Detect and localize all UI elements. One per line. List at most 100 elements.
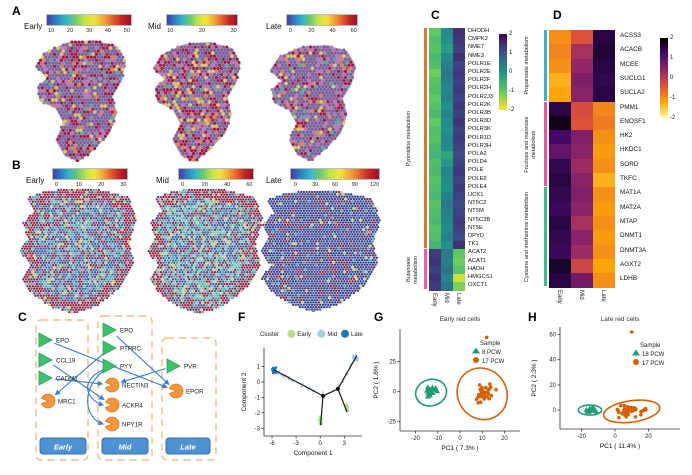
data-point (274, 371, 278, 375)
heatmap-cell (593, 273, 615, 288)
data-point (277, 372, 280, 375)
pathway-group-bar (544, 30, 547, 101)
heatmap-cell (571, 101, 593, 117)
y-tick-label: 0 (553, 408, 557, 414)
heatmap-cell (441, 208, 453, 218)
data-point (480, 389, 484, 394)
gene-label: POLR3D (468, 118, 492, 125)
heatmap-cell (453, 126, 465, 136)
ligand-node-epo (102, 322, 117, 338)
data-point (485, 390, 490, 395)
heatmap-cell (429, 282, 441, 291)
y-tick-label: 60 (549, 333, 556, 339)
pathway-group-label: Fructose and mannose metabolism (524, 116, 537, 173)
heatmap-cell (429, 249, 441, 259)
colorbar-tick: 0 (181, 182, 185, 188)
heatmap-cell (453, 192, 465, 201)
rainbow-colorbar (46, 14, 132, 26)
branch-point (335, 386, 340, 391)
legend-title: Cluster (260, 332, 279, 338)
heatmap-cell (571, 115, 593, 131)
heatmap-cell (441, 118, 453, 127)
gene-label: POLE4 (468, 183, 487, 190)
colorbar-tick: 20 (201, 182, 208, 188)
pathway-group-bar (424, 249, 427, 290)
cluster-ellipse (414, 378, 448, 407)
heatmap-cell (429, 77, 441, 86)
interaction-edge (87, 368, 107, 407)
heatmap-cell (593, 130, 615, 145)
colorbar-tick: 60 (246, 182, 253, 188)
chart-h: -20 0 20 60 40 20 0 PC1 ( 11.4% ) PC2 ( 2.3% ) La… (531, 316, 680, 450)
data-point (639, 413, 643, 417)
receptor-node-nectin3 (104, 377, 120, 393)
heatmap-cell (593, 44, 615, 60)
heatmap-cell (593, 115, 615, 131)
colorbar-tick: 20 (98, 182, 105, 188)
heatmap-cell (571, 58, 593, 74)
colorbar-tick: 120 (370, 182, 380, 188)
cluster-ellipse (602, 399, 661, 424)
heatmap-cell (571, 258, 593, 274)
legend-label: Early (297, 332, 311, 338)
trajectory-segment (322, 388, 339, 397)
legend-marker (632, 349, 640, 356)
gene-label: PMM1 (620, 103, 639, 111)
heatmap-cell (429, 85, 441, 95)
y-tick-label: 1 (257, 365, 261, 371)
panel-label-d-heatmap: D (553, 8, 562, 22)
heatmap-cell (441, 77, 453, 86)
gene-label: ACAT1 (468, 257, 487, 264)
data-point (345, 402, 348, 406)
heatmap-cell (441, 28, 453, 37)
stage-button-mid (101, 437, 149, 455)
data-point (431, 386, 438, 392)
colorbar-tick: 10 (167, 28, 174, 34)
legend-label: 8 PCW (482, 350, 501, 356)
heatmap-cell (453, 101, 465, 111)
heatmap-column-label: Mid (578, 290, 584, 301)
gene-label: DNMT1 (620, 232, 643, 240)
heatmap-cell (453, 69, 465, 78)
heatmap-cell (429, 60, 441, 70)
data-point (615, 407, 620, 412)
gene-label: POLE2 (468, 175, 487, 182)
gene-label: POLR2J3 (468, 93, 494, 100)
pathway-group-label: Butanoate metabolism (406, 255, 419, 284)
panel-label-c-network: C (18, 310, 27, 324)
heatmap-colorbar (660, 38, 668, 118)
ligand-receptor-network: EPO CCL19 CADM1 MRC1 EPO PTPRC PYY NECTIN3 ACKR4… (35, 315, 217, 461)
colorbar-tick: 2 (509, 31, 513, 37)
heatmap-cell (549, 144, 571, 160)
heatmap-cell (453, 175, 465, 185)
heatmap-cell (429, 233, 441, 242)
heatmap-cell (441, 282, 453, 291)
y-tick-label: 20 (549, 383, 556, 389)
ligand-node-cadm1 (38, 370, 53, 386)
data-point (352, 355, 355, 359)
data-point (300, 385, 303, 389)
x-tick-label: 20 (501, 436, 508, 442)
heatmap-cell (441, 44, 453, 54)
heatmap-cell (441, 200, 453, 209)
tissue-B-mid (147, 188, 264, 314)
trajectory-segment (337, 388, 348, 413)
heatmap-cell (593, 101, 615, 117)
heatmap-cell (549, 244, 571, 260)
gene-label: DNMT3A (620, 246, 647, 254)
stage-button-label: Mid (119, 443, 132, 452)
heatmap-cell (441, 36, 453, 45)
heatmap-cell (453, 36, 465, 45)
heatmap-cell (571, 144, 593, 160)
heatmap-cell (571, 215, 593, 231)
heatmap-cell (549, 101, 571, 117)
pathway-group-label: Pyrimidine metabolism (406, 111, 412, 167)
data-point (625, 405, 630, 409)
heatmap-cell (441, 52, 453, 62)
heatmap-cell (429, 110, 441, 119)
heatmap-cell (441, 93, 453, 103)
heatmap-cell (441, 192, 453, 201)
gene-label: POLD4 (468, 159, 488, 166)
heatmap-column-label: Early (556, 290, 562, 305)
gene-label: OXCT1 (468, 282, 488, 289)
